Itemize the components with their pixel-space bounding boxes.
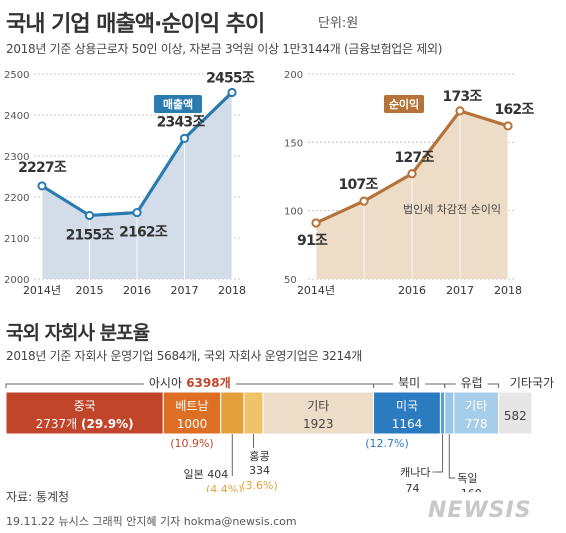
data-label: 2162조 — [119, 225, 168, 241]
group-label-north-america: 북미 — [398, 376, 420, 390]
group-label-asia-bg — [143, 374, 236, 390]
data-point — [37, 181, 47, 191]
group-label-europe-bg — [455, 374, 488, 390]
x-tick-label: 2017 — [446, 284, 474, 297]
data-point — [359, 196, 369, 206]
revenue-chart: 2500 2400 2300 2200 2100 2000 2227조 2155조 2162조 2… — [4, 70, 256, 297]
group-value-label: 6398개 — [182, 376, 231, 390]
segment-category-label: 일본 404 — [184, 467, 229, 481]
y-tick-label: 2300 — [4, 152, 29, 163]
segment-value-label: 1164 — [392, 417, 423, 431]
y-tick-label: 50 — [284, 275, 297, 286]
section-title: 국외 자회사 분포율 — [6, 322, 150, 344]
data-label: 2227조 — [18, 160, 67, 176]
segment-percent-label: (3.6%) — [241, 479, 278, 492]
data-label: 2155조 — [66, 227, 115, 243]
callout-canada-leader — [432, 434, 444, 473]
bar-segment — [243, 391, 264, 435]
x-tick-label: 2014년 — [23, 284, 61, 297]
y-tick-label: 2000 — [4, 275, 29, 286]
segment-value-label: 1000 — [177, 417, 208, 431]
chart-annotation: 법인세 차감전 순이익 — [403, 203, 501, 216]
y-tick-label: 100 — [284, 207, 303, 218]
y-tick-label: 200 — [284, 70, 303, 81]
data-point — [407, 169, 417, 179]
source-label: 자료: 통계청 — [6, 490, 70, 504]
segment-value-label: 582 — [504, 409, 527, 423]
credit-label: 19.11.22 뉴시스 그래픽 안지혜 기자 hokma@newsis.com — [6, 515, 297, 528]
y-tick-label: 2100 — [4, 234, 29, 245]
group-label-north-america-bg — [393, 374, 426, 390]
y-tick-label: 2400 — [4, 111, 29, 122]
legend-tag — [154, 95, 202, 113]
segment-category-label: 기타 — [307, 399, 329, 413]
data-point — [503, 121, 513, 131]
data-label: 107조 — [339, 177, 379, 193]
chart-subtitle: 2018년 기준 상용근로자 50인 이상, 자본금 3억원 이상 1만3144… — [6, 42, 443, 56]
data-label: 2343조 — [157, 114, 206, 130]
segment-category-label: 베트남 — [175, 399, 208, 413]
segment-percent-label: (10.9%) — [170, 437, 214, 450]
legend-tag — [384, 95, 424, 113]
legend-label: 매출액 — [163, 97, 193, 111]
data-label: 91조 — [297, 233, 328, 249]
x-tick-label: 2015 — [76, 284, 104, 297]
segment-category-label: 캐나다 — [400, 466, 430, 479]
legend-label: 순이익 — [389, 97, 419, 111]
x-tick-label: 2017 — [171, 284, 199, 297]
unit-label: 단위:원 — [318, 16, 359, 31]
segment-category-label: 독일 — [457, 471, 477, 485]
x-tick-label: 2018 — [218, 284, 246, 297]
x-tick-label: 2014년 — [297, 284, 335, 297]
data-label: 2455조 — [206, 70, 255, 86]
data-label: 127조 — [395, 150, 435, 166]
bar-segment — [498, 391, 533, 435]
y-tick-label: 150 — [284, 138, 303, 149]
segment-category-label: 기타 — [465, 399, 487, 413]
newsis-logo: NEWSIS — [428, 498, 532, 523]
page-title: 국내 기업 매출액·순이익 추이 — [6, 12, 265, 37]
segment-category-label: 홍콩 — [249, 449, 269, 463]
bar-segment — [373, 391, 441, 435]
segment-value-label: 1923 — [303, 417, 334, 431]
y-tick-label: 2500 — [4, 70, 29, 81]
data-point — [84, 210, 95, 221]
profit-chart: 200 150 100 50 91조 107조 127조 173조 162조 2014년 2016 2… — [284, 70, 535, 297]
data-label: 173조 — [443, 89, 483, 105]
segment-percent-label: (4.4%) — [206, 483, 243, 492]
segment-value-label: 2737개 (29.9%) — [36, 417, 134, 431]
segment-value-label: 160 — [461, 487, 482, 492]
segment-percent-label: (12.7%) — [365, 437, 409, 450]
group-label-asia: 아시아 6398개 — [149, 376, 231, 390]
segment-percent-label: (29.9%) — [81, 417, 134, 431]
x-tick-label: 2016 — [123, 284, 151, 297]
x-tick-label: 2016 — [398, 284, 426, 297]
segment-category-label: 미국 — [396, 399, 418, 413]
data-point — [179, 133, 190, 143]
segment-category-label: 중국 — [74, 399, 96, 413]
data-point — [311, 218, 321, 228]
bar-segment — [220, 391, 245, 435]
data-label: 162조 — [495, 102, 535, 118]
segment-value-label: 74 — [406, 482, 420, 492]
callout-germany-leader — [448, 434, 456, 479]
x-tick-label: 2018 — [494, 284, 522, 297]
bar-segment — [439, 391, 446, 435]
segment-value-label: 334 — [249, 464, 270, 477]
group-label-other-countries: 기타국가 — [510, 376, 554, 390]
section-subtitle: 2018년 기준 자회사 운영기업 5684개, 국외 자회사 운영기업은 32… — [6, 349, 362, 363]
bar-segment — [444, 391, 455, 435]
bar-segment — [5, 391, 164, 435]
data-point — [455, 106, 465, 116]
group-label-europe: 유럽 — [461, 376, 483, 390]
segment-value-label: 778 — [465, 417, 488, 431]
data-point — [227, 87, 237, 98]
y-tick-label: 2200 — [4, 193, 29, 204]
data-point — [132, 207, 142, 218]
